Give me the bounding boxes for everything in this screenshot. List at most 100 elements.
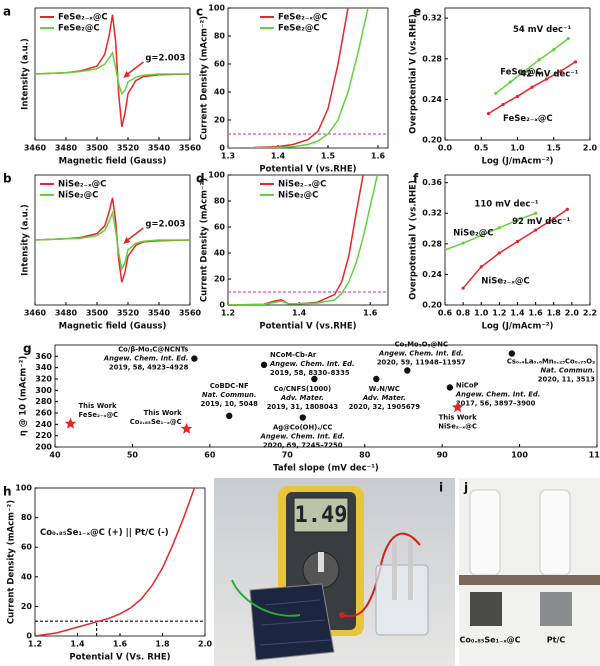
y-tick-label: 20 xyxy=(21,602,33,611)
point-label: Co/CNFS(1000) xyxy=(274,385,332,393)
series-line xyxy=(35,487,196,636)
panel-lines xyxy=(259,599,331,646)
x-tick-label: 1.6 xyxy=(371,152,386,161)
y-tick-label: 0 xyxy=(219,144,225,153)
point-label: This Work xyxy=(78,402,116,410)
slope-label: 54 mV dec⁻¹ xyxy=(513,25,572,35)
point-label: NiCoP xyxy=(456,382,479,390)
point-label: Adv. Mater. xyxy=(280,394,324,402)
y-tick-label: 280 xyxy=(35,397,52,406)
x-tick-label: 110 xyxy=(589,451,600,460)
x-tick-label: 0.8 xyxy=(456,309,471,318)
x-tick-label: 0.0 xyxy=(438,144,453,153)
point-label: Co/β-Mo₂C@NCNTs xyxy=(118,346,188,354)
x-tick-label: 70 xyxy=(282,451,294,460)
photo-i: 1.49 i xyxy=(214,478,455,666)
point-label: Adv. Mater. xyxy=(362,394,406,402)
slope-label: 42 mV dec⁻¹ xyxy=(520,69,579,79)
point xyxy=(479,265,483,269)
y-tick-label: 0.32 xyxy=(422,209,442,218)
point xyxy=(461,241,465,245)
dial-pointer xyxy=(318,552,324,572)
point-label: Ag@Co(OH)ₓ/CC xyxy=(273,424,333,432)
panel-label: d xyxy=(196,172,205,186)
point xyxy=(537,58,541,62)
x-axis-label: Log (J/mAcm⁻²) xyxy=(482,157,554,167)
point xyxy=(515,218,520,222)
legend-label: FeSe₂@C xyxy=(278,24,320,34)
annotation-arrowhead xyxy=(123,71,131,78)
point xyxy=(534,228,538,232)
x-axis-label: Potential V (vs.RHE) xyxy=(259,165,356,175)
y-tick-label: 100 xyxy=(208,4,225,13)
y-tick-label: 60 xyxy=(21,543,33,552)
x-tick-label: 3460 xyxy=(24,309,47,318)
legend-label: FeSe₂@C xyxy=(58,24,100,34)
series-line xyxy=(445,212,536,251)
y-tick-label: 0.20 xyxy=(422,301,442,310)
plot-frame xyxy=(227,7,389,149)
x-tick-label: 1.6 xyxy=(529,309,544,318)
plot-area xyxy=(228,7,388,148)
legend-label: NiSe₂@C xyxy=(58,191,98,201)
x-tick-label: 1.6 xyxy=(113,640,128,649)
plot-frame xyxy=(54,344,598,448)
x-tick-label: 1.4 xyxy=(271,152,286,161)
series-line xyxy=(35,51,190,96)
anode-sample xyxy=(540,592,572,626)
panel-label: c xyxy=(196,5,203,19)
point xyxy=(373,375,380,383)
point xyxy=(508,80,512,84)
point-label: Nat. Commun. xyxy=(540,367,595,375)
panel-label: g xyxy=(23,342,32,356)
point xyxy=(64,417,77,429)
point xyxy=(530,85,534,89)
annotation-arrow xyxy=(125,61,144,76)
point xyxy=(497,226,501,230)
legend-label: NiSe₂₋ₓ@C xyxy=(58,180,106,190)
x-tick-label: 1.3 xyxy=(221,152,235,161)
electrode-holder xyxy=(469,489,501,576)
cathode-sample xyxy=(470,592,502,626)
point xyxy=(497,251,501,255)
series-line xyxy=(228,174,379,305)
y-tick-label: 0.32 xyxy=(422,14,442,23)
sample-label: Co₀.₈₅Se₁₋ₓ@C xyxy=(459,636,520,645)
plot-area xyxy=(35,487,205,636)
sample-label: Pt/C xyxy=(547,636,566,645)
plot-area xyxy=(35,14,190,127)
panel-label: i xyxy=(439,481,443,495)
series-line xyxy=(35,209,190,272)
y-axis-label: Current Density (mAcm⁻²) xyxy=(200,178,210,302)
point xyxy=(544,77,549,81)
y-tick-label: 20 xyxy=(214,116,226,125)
x-tick-label: 3560 xyxy=(179,144,202,153)
x-tick-label: 0.5 xyxy=(474,144,489,153)
annotation-arrowhead xyxy=(123,237,131,244)
point xyxy=(534,211,538,215)
series-label: FeSe₂₋ₓ@C xyxy=(503,114,553,124)
y-tick-label: 200 xyxy=(35,443,52,452)
x-tick-label: 1.2 xyxy=(28,640,42,649)
x-tick-label: 3520 xyxy=(117,309,140,318)
y-tick-label: 40 xyxy=(214,249,226,258)
x-tick-label: 50 xyxy=(127,451,139,460)
point xyxy=(552,216,556,221)
x-tick-label: 80 xyxy=(359,451,371,460)
x-tick-label: 1.5 xyxy=(547,144,562,153)
y-tick-label: 40 xyxy=(21,572,33,581)
point-label: Angew. Chem. Int. Ed. xyxy=(378,350,464,358)
plot-area xyxy=(445,207,569,290)
point-label: This Work xyxy=(144,409,182,417)
point-label: 2019, 58, 8330–8335 xyxy=(270,369,350,377)
x-tick-label: 1.2 xyxy=(492,309,506,318)
panel-label: h xyxy=(3,485,12,499)
series-label: Co₀.₈₅Se₁₋ₓ@C (+) || Pt/C (-) xyxy=(40,528,169,538)
legend-label: NiSe₂@C xyxy=(278,191,318,201)
y-axis-label: Intensity (a.u.) xyxy=(21,204,31,276)
y-tick-label: 0.28 xyxy=(422,54,442,63)
y-tick-label: 300 xyxy=(35,386,52,395)
legend-label: NiSe₂₋ₓ@C xyxy=(278,180,326,190)
point xyxy=(508,350,516,357)
